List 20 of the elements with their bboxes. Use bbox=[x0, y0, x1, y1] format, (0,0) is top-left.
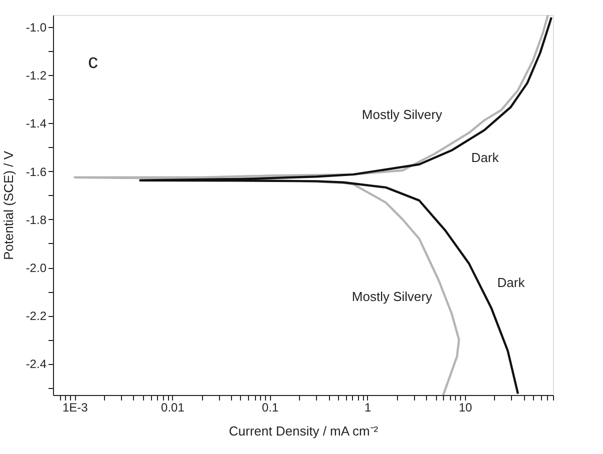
x-tick-label: 1 bbox=[364, 400, 372, 414]
y-tick-label: -1.8 bbox=[26, 212, 47, 227]
x-tick-label: 1E-3 bbox=[62, 400, 88, 414]
y-tick-label: -1.4 bbox=[26, 116, 47, 131]
y-tick-label: -1.0 bbox=[26, 20, 47, 35]
annotation: Dark bbox=[497, 275, 526, 290]
y-tick-label: -1.2 bbox=[26, 68, 47, 83]
y-tick-label: -1.6 bbox=[26, 164, 47, 179]
x-axis-title: Current Density / mA cm⁻² bbox=[228, 424, 379, 438]
y-tick-label: -2.2 bbox=[26, 309, 47, 324]
annotation: Mostly Silvery bbox=[352, 289, 433, 304]
y-tick-label: -2.4 bbox=[26, 357, 47, 372]
y-tick-label: -2.0 bbox=[26, 261, 47, 276]
annotation: Dark bbox=[471, 150, 500, 165]
y-axis-title: Potential (SCE) / V bbox=[0, 150, 16, 260]
x-tick-label: 0.01 bbox=[161, 400, 185, 414]
annotation: c bbox=[88, 51, 98, 73]
annotation: Mostly Silvery bbox=[362, 107, 443, 122]
x-tick-label: 0.1 bbox=[262, 400, 279, 414]
x-tick-label: 10 bbox=[458, 400, 472, 414]
